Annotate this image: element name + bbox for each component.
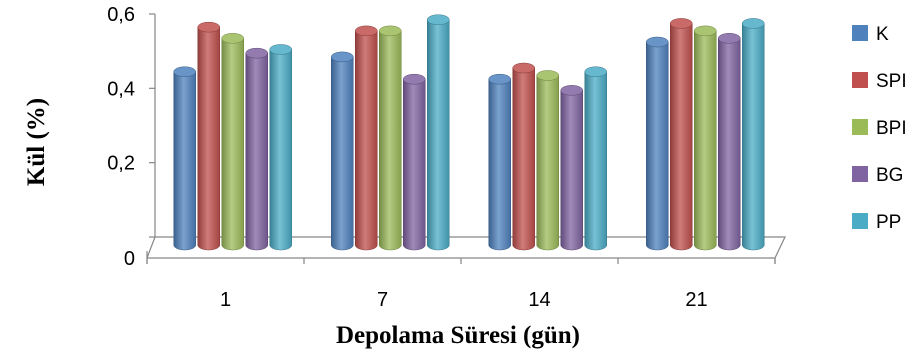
legend-label: PP	[876, 212, 901, 233]
legend-label: BG	[876, 165, 903, 186]
bar-bg-14	[560, 85, 583, 251]
bar-k-1	[173, 66, 196, 251]
legend-item-bpi: BPI	[852, 118, 907, 139]
legend-item-k: K	[852, 24, 889, 45]
bar-bpi-1	[221, 33, 244, 251]
bar-k-7	[331, 51, 354, 251]
legend-label: BPI	[876, 118, 907, 139]
bar-spi-21	[670, 18, 693, 251]
y-tick-label: 0,4	[107, 78, 135, 100]
bar-k-14	[488, 73, 511, 251]
bar-pp-1	[269, 44, 292, 251]
y-tick-label: 0,6	[107, 4, 135, 26]
x-tick-label: 7	[377, 289, 388, 311]
bar-bg-21	[718, 33, 741, 251]
legend-swatch	[852, 72, 868, 88]
legend-label: SPI	[876, 71, 907, 92]
x-tick-label: 21	[685, 289, 707, 311]
legend-swatch	[852, 166, 868, 182]
bar-bg-1	[245, 47, 268, 251]
legend-item-bg: BG	[852, 165, 903, 186]
bar-pp-14	[584, 66, 607, 251]
bar-bpi-14	[536, 70, 559, 251]
legend-label: K	[876, 24, 889, 45]
bar-spi-14	[512, 62, 535, 251]
legend-swatch	[852, 25, 868, 41]
bar-bpi-21	[694, 25, 717, 251]
bar-spi-7	[355, 25, 378, 251]
legend-item-pp: PP	[852, 212, 901, 233]
bar-pp-7	[427, 14, 450, 251]
bar-spi-1	[197, 21, 220, 251]
chart-floor	[146, 236, 786, 259]
y-axis-title: Kül (%)	[23, 98, 50, 186]
bar-bg-7	[403, 73, 426, 251]
y-tick-label: 0	[124, 248, 135, 270]
y-tick-label: 0,2	[107, 153, 135, 175]
bar-k-21	[646, 36, 669, 251]
legend-swatch	[852, 119, 868, 135]
legend-item-spi: SPI	[852, 71, 907, 92]
legend: K SPI BPI BG PP	[852, 24, 907, 233]
bar-pp-21	[742, 18, 765, 251]
x-tick-label: 14	[528, 289, 550, 311]
bar-bpi-7	[379, 25, 402, 251]
x-axis-title: Depolama Süresi (gün)	[336, 322, 580, 349]
x-tick-label: 1	[220, 289, 231, 311]
legend-swatch	[852, 213, 868, 229]
